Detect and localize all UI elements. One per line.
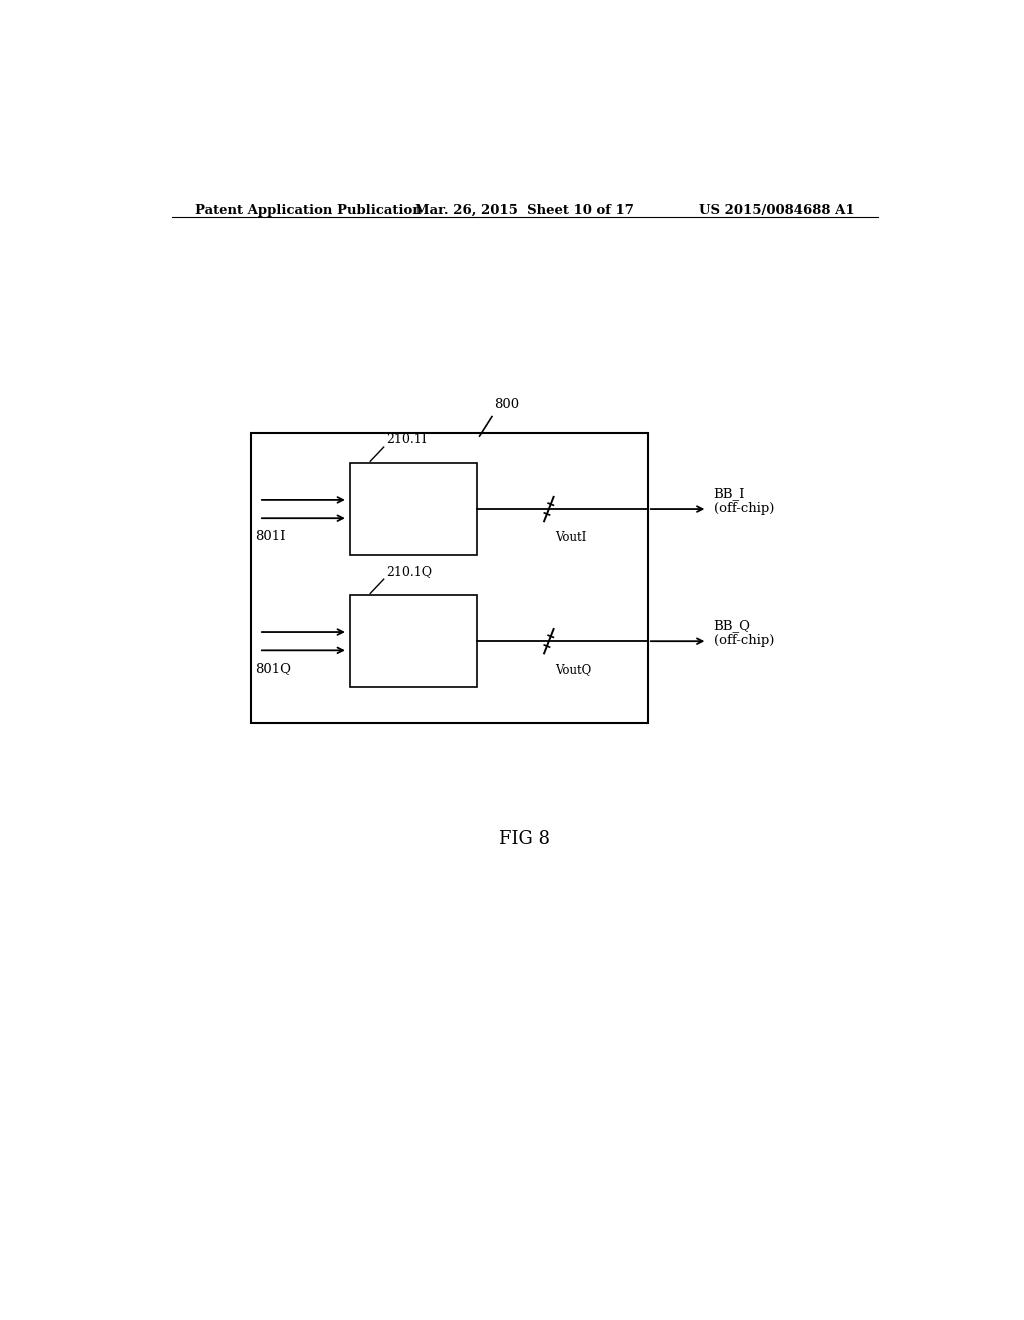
Text: Patent Application Publication: Patent Application Publication <box>196 203 422 216</box>
Text: 801I: 801I <box>255 531 286 544</box>
Bar <box>350 463 477 554</box>
Text: 210.1I: 210.1I <box>386 433 427 446</box>
Bar <box>251 433 648 722</box>
Text: BB_Q
(off-chip): BB_Q (off-chip) <box>714 619 774 647</box>
Text: 210.1Q: 210.1Q <box>386 565 432 578</box>
Text: VoutQ: VoutQ <box>555 664 592 677</box>
Text: BB_I
(off-chip): BB_I (off-chip) <box>714 487 774 515</box>
Text: 800: 800 <box>494 399 519 412</box>
Text: Mar. 26, 2015  Sheet 10 of 17: Mar. 26, 2015 Sheet 10 of 17 <box>416 203 634 216</box>
Text: 801Q: 801Q <box>255 663 291 676</box>
Bar <box>350 595 477 686</box>
Text: US 2015/0084688 A1: US 2015/0084688 A1 <box>698 203 854 216</box>
Text: FIG 8: FIG 8 <box>500 830 550 849</box>
Text: VoutI: VoutI <box>555 532 587 544</box>
